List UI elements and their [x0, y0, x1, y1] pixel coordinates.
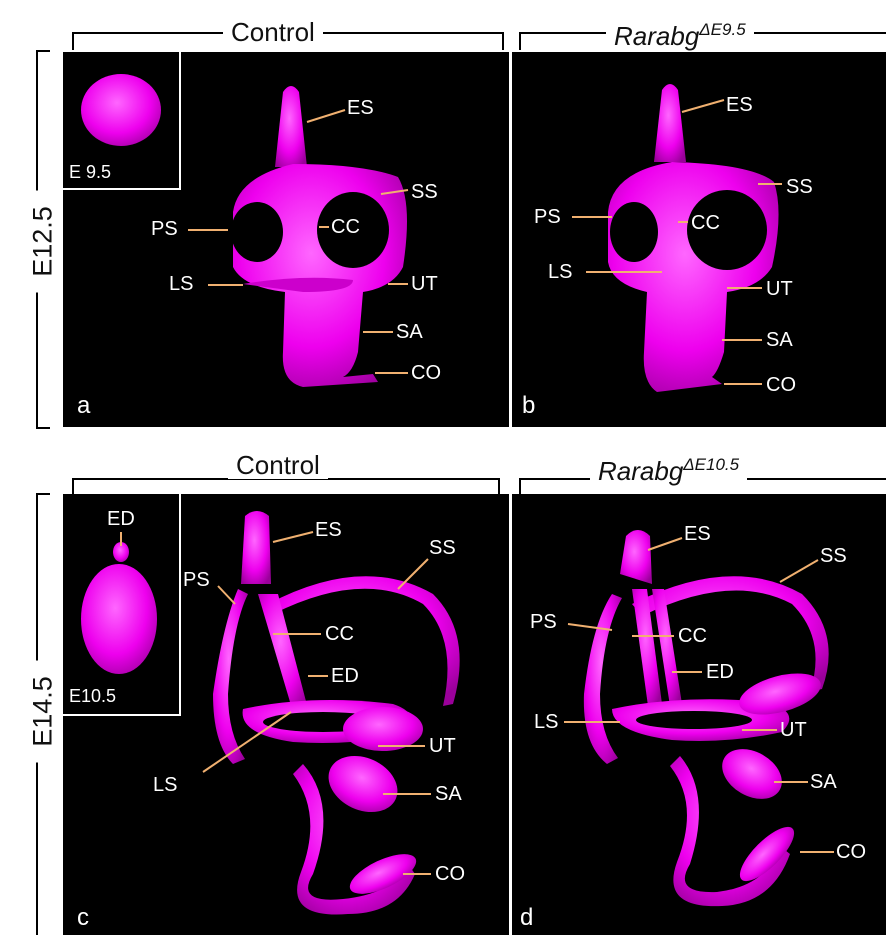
- endolymphatic-sac-shape: [241, 511, 271, 584]
- annotation-sa: SA: [766, 329, 793, 351]
- posterior-canal-shape: [213, 589, 248, 764]
- col-bracket-control-top-l: [72, 32, 74, 50]
- annotation-ss: SS: [429, 537, 456, 559]
- panel-b: ES SS PS CC LS UT SA CO b: [512, 52, 886, 427]
- panel-d: ES SS PS CC ED LS UT SA CO d: [512, 494, 886, 935]
- panel-a: ES SS PS CC LS UT SA CO E 9.5 a: [63, 52, 509, 427]
- annotation-cc: CC: [691, 212, 720, 234]
- annotation-ed: ED: [331, 665, 359, 687]
- col-bracket-mutant-top-l: [519, 32, 521, 50]
- common-crus-shape: [258, 594, 308, 712]
- annotation-ps: PS: [151, 218, 178, 240]
- col-bracket-mutant-bottom-l: [519, 478, 521, 494]
- annotation-ed: ED: [706, 661, 734, 683]
- common-crus-shape: [632, 589, 662, 706]
- annotation-ut: UT: [780, 719, 807, 741]
- annotation-es: ES: [347, 97, 374, 119]
- col-bracket-control-top-r: [502, 32, 504, 50]
- annotation-ut: UT: [429, 735, 456, 757]
- header-control-top: Control: [223, 18, 323, 46]
- inset-c-label: E10.5: [69, 686, 117, 706]
- utricle-shape: [343, 707, 423, 751]
- annotation-ss: SS: [820, 545, 847, 567]
- row-bracket-top-cap1: [36, 50, 50, 52]
- annotation-co: CO: [766, 374, 796, 396]
- inset-a-label: E 9.5: [69, 162, 112, 182]
- ed-shape: [652, 589, 682, 706]
- mutant-superscript: ΔE10.5: [683, 455, 740, 474]
- cochlea-shape: [670, 756, 790, 907]
- endolymphatic-sac-shape: [620, 530, 652, 584]
- pouch-hole-left: [610, 202, 658, 262]
- annotation-ut: UT: [766, 278, 793, 300]
- endolymphatic-sac-shape: [275, 86, 307, 167]
- saccule-shape: [722, 749, 782, 799]
- annotation-ps: PS: [183, 569, 210, 591]
- header-mutant-bottom: RarabgΔE10.5: [590, 451, 748, 486]
- panel-label-b: b: [522, 392, 536, 419]
- annotation-ls: LS: [169, 273, 193, 295]
- annotation-ls: LS: [548, 261, 572, 283]
- pouch-hole-right: [317, 192, 389, 268]
- panel-c-render: ES SS PS CC ED UT LS SA CO: [153, 511, 465, 915]
- panel-b-render: ES SS PS CC LS UT SA CO: [534, 84, 813, 396]
- inset-c-annotation: ED: [107, 508, 135, 530]
- annotation-ss: SS: [786, 176, 813, 198]
- annotation-sa: SA: [435, 783, 462, 805]
- inset-c-render: [81, 532, 157, 674]
- lateral-canal-hole: [636, 711, 752, 729]
- annotation-es: ES: [315, 519, 342, 541]
- row-label-e12-5: E12.5: [27, 190, 59, 293]
- row-bracket-top-cap2: [36, 427, 50, 429]
- annotation-cc: CC: [331, 216, 360, 238]
- panel-d-render: ES SS PS CC ED LS UT SA CO: [530, 523, 866, 907]
- panel-label-c: c: [77, 904, 89, 931]
- pouch-hole-left: [231, 202, 283, 262]
- cochlea-shape: [293, 764, 415, 915]
- col-bracket-control-bottom-l: [72, 478, 74, 494]
- col-bracket-control-bottom-r: [498, 478, 500, 494]
- panel-label-a: a: [77, 392, 91, 419]
- annotation-ss: SS: [411, 181, 438, 203]
- vestibule-body-shape: [233, 164, 407, 387]
- annotation-cc: CC: [678, 625, 707, 647]
- annotation-ps: PS: [530, 611, 557, 633]
- pouch-hole-right: [687, 190, 767, 270]
- annotation-co: CO: [836, 841, 866, 863]
- annotation-ls: LS: [534, 711, 558, 733]
- annotation-ps: PS: [534, 206, 561, 228]
- cochlea-tip-shape: [739, 826, 795, 882]
- saccule-shape: [328, 755, 398, 813]
- inset-a: E 9.5: [63, 52, 181, 190]
- cochlea-tip-shape: [349, 854, 417, 894]
- panel-a-render: ES SS PS CC LS UT SA CO: [151, 86, 441, 387]
- annotation-es: ES: [726, 94, 753, 116]
- utricle-shape: [739, 673, 821, 715]
- annotation-cc: CC: [325, 623, 354, 645]
- lateral-ridge-shape: [243, 277, 353, 292]
- row-label-e14-5: E14.5: [27, 660, 59, 763]
- annotation-es: ES: [684, 523, 711, 545]
- annotation-ls: LS: [153, 774, 177, 796]
- annotation-co: CO: [411, 362, 441, 384]
- panel-c: ES SS PS CC ED UT LS SA CO ED E10.5 c: [63, 494, 509, 935]
- annotation-ut: UT: [411, 273, 438, 295]
- annotation-sa: SA: [396, 321, 423, 343]
- annotation-sa: SA: [810, 771, 837, 793]
- panel-label-d: d: [520, 904, 534, 931]
- endolymphatic-sac-shape: [654, 84, 686, 162]
- col-bracket-control-bottom: [72, 478, 500, 480]
- header-mutant-top: RarabgΔE9.5: [606, 16, 754, 50]
- mutant-gene-name: Rarabg: [598, 456, 684, 486]
- mutant-superscript: ΔE9.5: [699, 20, 746, 39]
- header-control-bottom: Control: [228, 451, 328, 479]
- row-bracket-bottom-cap: [36, 493, 50, 495]
- inset-c: ED E10.5: [63, 494, 181, 716]
- posterior-canal-shape: [583, 594, 622, 764]
- inset-a-render: [81, 74, 161, 146]
- annotation-co: CO: [435, 863, 465, 885]
- vestibule-body-shape: [608, 162, 779, 392]
- mutant-gene-name: Rarabg: [614, 21, 700, 51]
